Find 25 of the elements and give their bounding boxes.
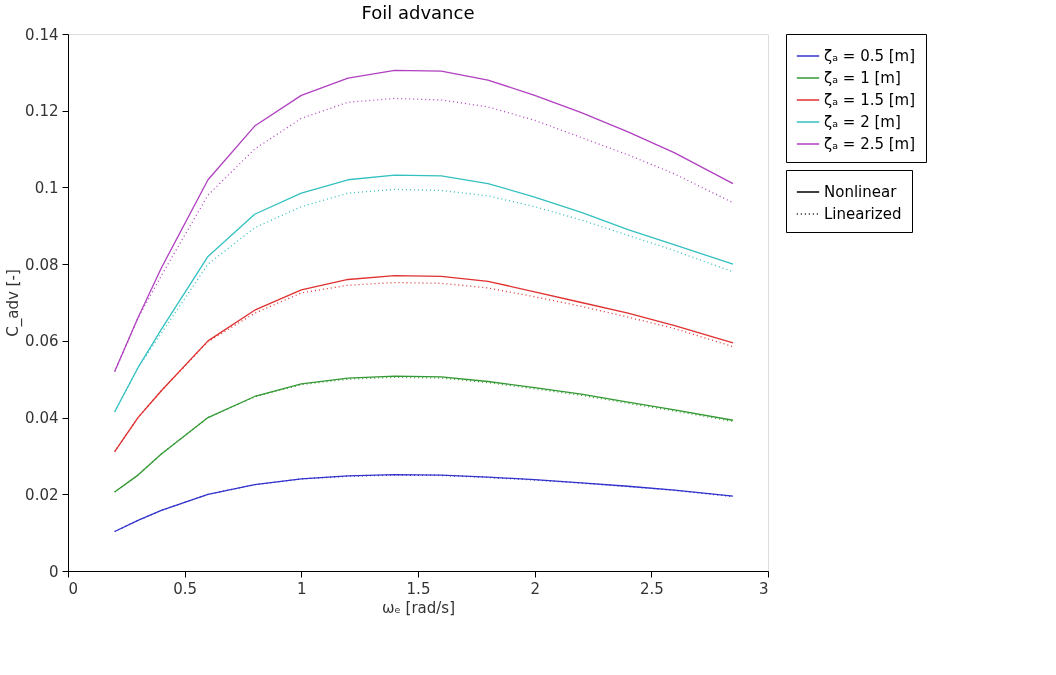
legend-label: ζₐ = 2 [m] [824, 113, 901, 131]
y-tick-label: 0.06 [25, 332, 59, 351]
x-axis-title: ωₑ [rad/s] [381, 598, 456, 617]
x-tick-label: 0.5 [173, 579, 198, 598]
x-tick-label: 2.5 [639, 579, 664, 598]
y-tick-label: 0.1 [34, 178, 59, 197]
text: Nonlinear [824, 183, 898, 201]
text: Linearized [824, 205, 902, 223]
y-axis-title: C_adv [-] [4, 269, 24, 337]
x-tick-label: 0 [68, 579, 79, 598]
legend-label: ζₐ = 1.5 [m] [824, 91, 916, 109]
y-tick-label: 0.04 [25, 409, 59, 428]
x-tick-label: 1.5 [406, 579, 431, 598]
y-tick-label: 0.12 [25, 102, 59, 121]
x-tick-label: 3 [758, 579, 769, 598]
legend-label: ζₐ = 1 [m] [824, 69, 901, 87]
y-tick-label: 0 [48, 562, 59, 581]
y-tick-label: 0.14 [25, 25, 59, 44]
chart-title: Foil advance [361, 2, 475, 23]
x-tick-label: 2 [530, 579, 540, 598]
y-tick-label: 0.08 [25, 255, 59, 274]
legend-label: ζₐ = 0.5 [m] [824, 47, 916, 65]
x-tick-label: 1 [297, 579, 307, 598]
y-tick-label: 0.02 [25, 485, 59, 504]
legend-label: ζₐ = 2.5 [m] [824, 135, 916, 153]
